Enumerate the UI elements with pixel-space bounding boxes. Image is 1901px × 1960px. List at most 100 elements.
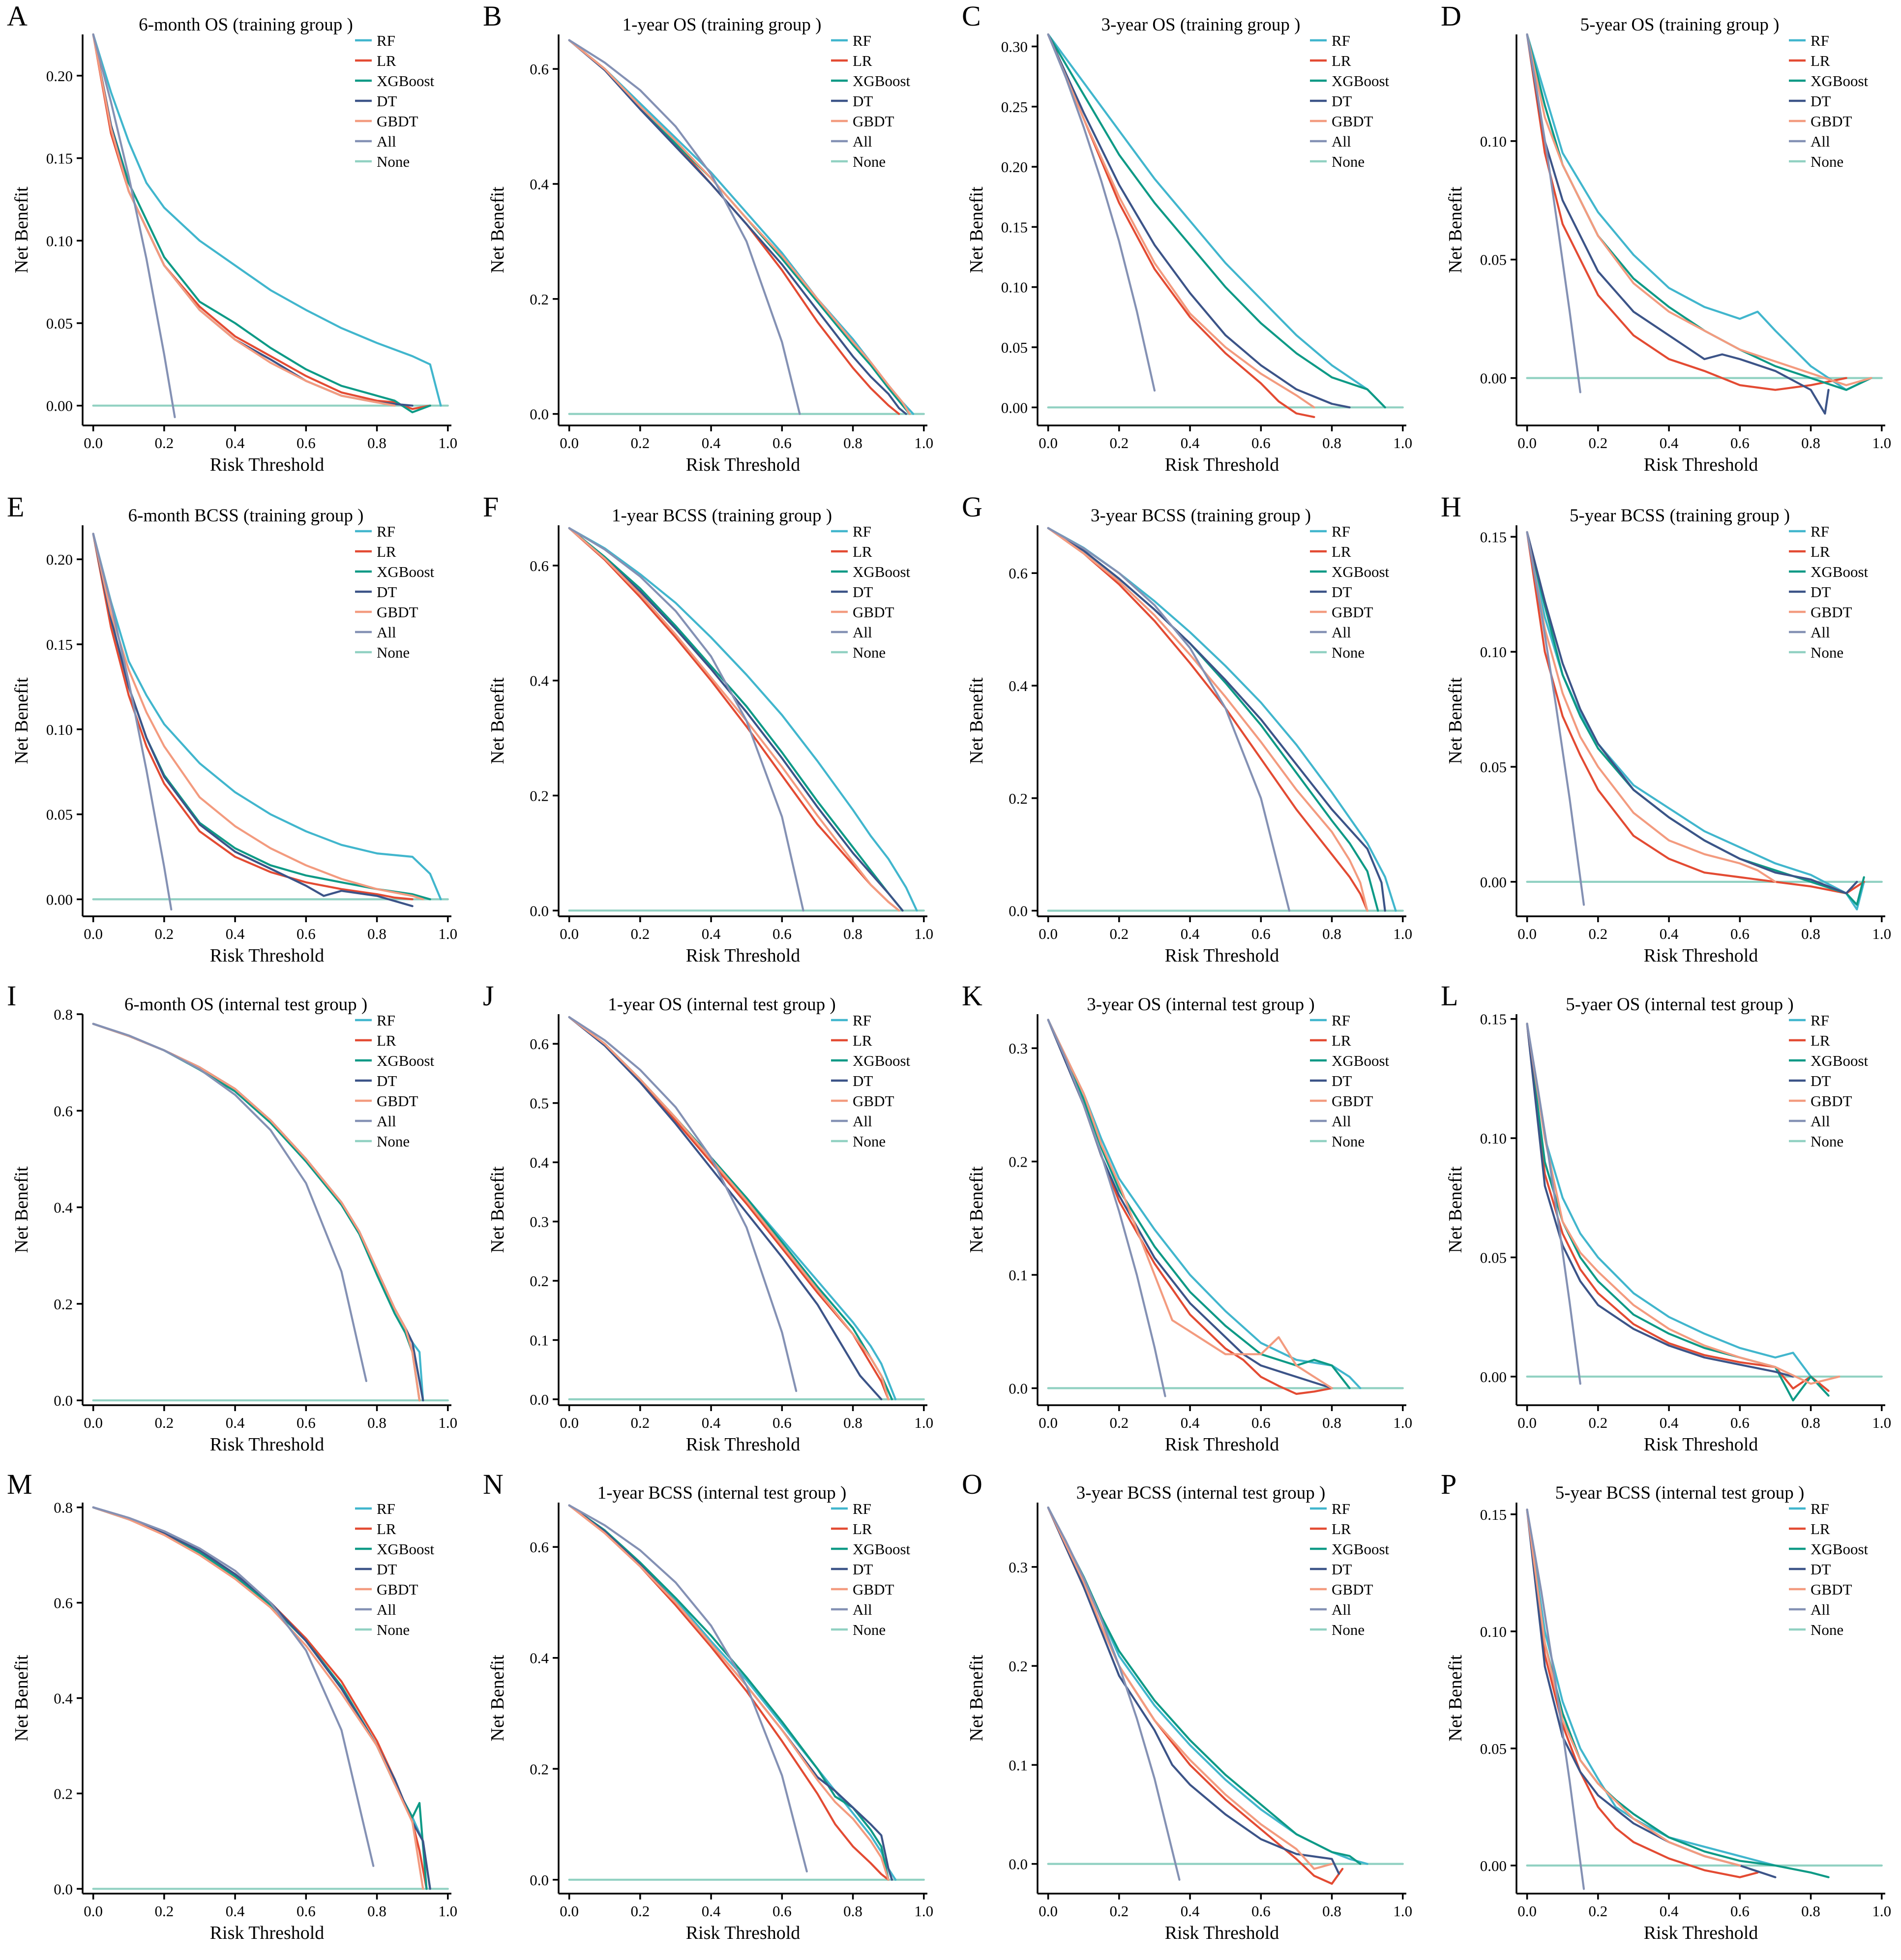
x-tick-label: 0.0 [1039,1414,1058,1431]
legend: RF LR XGBoost DT GBDT All None [831,523,911,661]
panel-a: 0.0 0.2 0.4 0.6 0.8 1.0 0.00 0.05 0.10 0.15 0.20 Ri… [7,0,457,475]
y-tick-label: 0.4 [54,1690,73,1707]
x-axis-label: Risk Threshold [210,454,325,475]
x-tick-label: 0.4 [702,1902,721,1920]
y-tick-label: 0.3 [1009,1559,1028,1576]
legend-label: DT [853,92,873,110]
legend-label: All [853,624,872,641]
legend-label: GBDT [377,1092,418,1110]
panel-title: 1-year OS (internal test group ) [608,995,835,1015]
x-tick-label: 0.2 [630,925,650,942]
y-tick-label: 0.20 [1001,158,1028,176]
x-tick-label: 0.8 [843,925,862,942]
y-tick-label: 0.00 [46,397,73,415]
y-tick-label: 0.0 [1009,1380,1028,1397]
series-rf-line [1047,1019,1362,1389]
legend-label: RF [853,523,871,540]
legend-label: XGBoost [1811,1052,1869,1069]
legend-label: None [377,1133,410,1150]
x-axis-label: Risk Threshold [1165,454,1279,475]
x-tick-label: 1.0 [1393,1902,1412,1920]
legend-label: All [1811,624,1830,641]
legend-label: GBDT [1332,1581,1373,1598]
series-xgboost-line [1526,1023,1830,1402]
legend-label: None [1332,1621,1365,1638]
panel-letter: D [1441,0,1461,32]
x-tick-label: 0.2 [1588,925,1607,942]
legend-label: XGBoost [1332,72,1390,90]
x-tick-label: 0.2 [630,1902,650,1920]
series-lr-line [1526,1023,1830,1392]
y-axis-label: Net Benefit [487,1655,508,1742]
legend-label: LR [853,543,872,560]
x-tick-label: 1.0 [914,925,933,942]
x-tick-label: 0.6 [297,434,316,452]
legend-label: None [1811,644,1843,661]
y-tick-label: 0.6 [1009,565,1028,582]
y-tick-label: 0.2 [1009,1658,1028,1675]
legend-label: None [1332,153,1365,170]
series-gbdt-line [1047,1019,1333,1389]
legend-label: RF [377,32,395,49]
legend-label: RF [853,1012,871,1029]
x-axis-label: Risk Threshold [1644,1434,1758,1455]
panel-letter: K [962,980,982,1012]
legend-label: GBDT [1811,603,1852,621]
panel-letter: L [1441,980,1458,1012]
legend-label: GBDT [1811,1581,1852,1598]
legend-label: RF [1811,523,1829,540]
y-tick-label: 0.05 [1001,339,1028,356]
x-tick-label: 0.6 [297,1414,316,1431]
y-tick-label: 0.2 [1009,1153,1028,1171]
series-dt-line [1047,33,1351,409]
legend-label: RF [377,523,395,540]
x-tick-label: 0.6 [1251,1902,1271,1920]
legend-label: RF [853,1500,871,1517]
series-xgboost-line [1047,1506,1362,1865]
x-axis-label: Risk Threshold [686,454,801,475]
series-lr-line [1526,33,1847,391]
legend-label: XGBoost [377,1540,435,1558]
legend-label: XGBoost [853,563,911,580]
y-tick-label: 0.2 [530,787,549,804]
legend-label: None [1332,644,1365,661]
legend-label: XGBoost [1332,563,1390,580]
legend-label: GBDT [853,603,894,621]
x-axis-label: Risk Threshold [1644,454,1758,475]
y-tick-label: 0.2 [530,1760,549,1778]
legend-label: All [853,1113,872,1130]
panel-letter: P [1441,1468,1456,1500]
panel-k: 0.0 0.2 0.4 0.6 0.8 1.0 0.0 0.1 0.2 0.3 Risk Thres… [962,980,1412,1455]
y-axis-label: Net Benefit [1445,677,1466,764]
x-tick-label: 0.2 [1109,925,1129,942]
y-tick-label: 0.0 [1009,1856,1028,1873]
legend-label: DT [377,583,397,601]
y-tick-label: 0.0 [530,1871,549,1889]
x-tick-label: 0.0 [1517,925,1537,942]
legend-label: RF [1332,32,1350,49]
x-tick-label: 0.2 [1588,1414,1607,1431]
y-tick-label: 0.05 [1480,1249,1507,1266]
x-axis-label: Risk Threshold [686,1434,801,1455]
y-axis-label: Net Benefit [1445,1655,1466,1742]
panel-letter: C [962,0,981,32]
legend-label: LR [1811,1032,1830,1049]
x-tick-label: 0.0 [84,1902,103,1920]
series-rf-line [568,527,918,912]
y-tick-label: 0.5 [530,1095,549,1112]
legend-label: All [1811,1601,1830,1618]
y-axis-label: Net Benefit [1445,186,1466,273]
legend-label: DT [1811,583,1831,601]
x-tick-label: 0.0 [560,1414,579,1431]
y-tick-label: 0.6 [530,557,549,574]
series-rf-line [92,533,442,901]
x-tick-label: 0.4 [1660,1414,1679,1431]
panel-title: 5-year BCSS (training group ) [1570,506,1790,526]
legend-label: LR [377,1032,396,1049]
x-tick-label: 1.0 [1872,1414,1891,1431]
x-tick-label: 0.8 [843,434,862,452]
y-tick-label: 0.4 [530,1650,549,1667]
legend-label: LR [377,543,396,560]
series-all-line [1047,1019,1166,1397]
x-tick-label: 0.8 [1801,434,1820,452]
